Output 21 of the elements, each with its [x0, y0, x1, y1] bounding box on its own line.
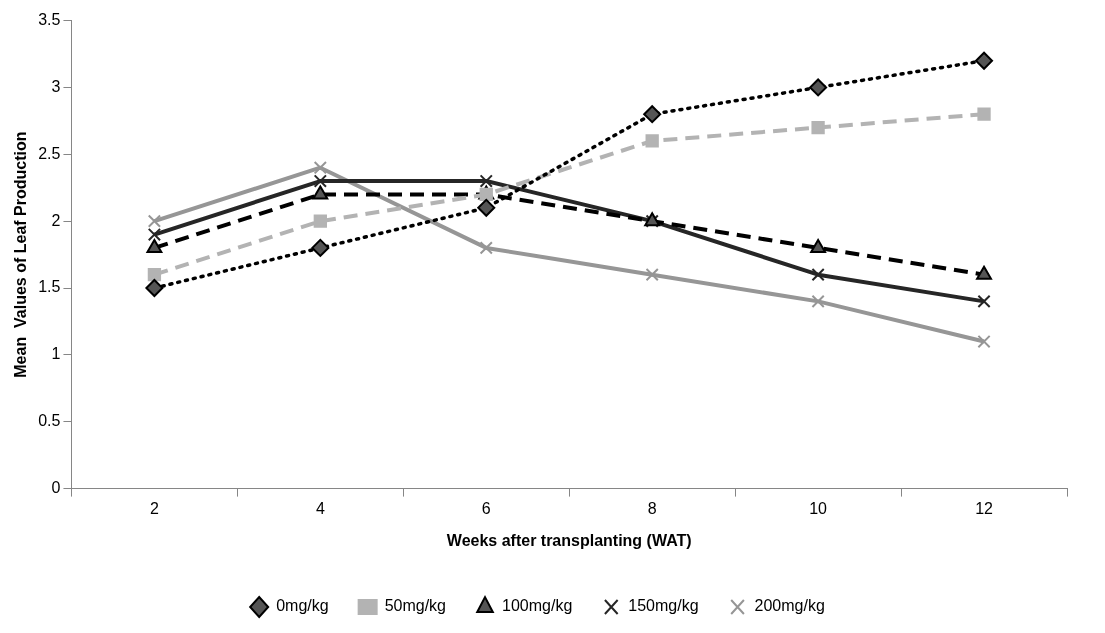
y-tick-label: 1 — [51, 345, 61, 363]
x-tick-label: 12 — [975, 499, 994, 517]
x-tick-label: 6 — [481, 499, 491, 517]
y-tick-label: 3.5 — [38, 11, 61, 29]
legend-label: 100mg/kg — [502, 597, 573, 615]
x-axis-title: Weeks after transplanting (WAT) — [446, 531, 692, 549]
y-tick-label: 2.5 — [38, 144, 61, 162]
y-tick-label: 3 — [51, 77, 61, 95]
x-tick-label: 2 — [149, 499, 159, 517]
legend-label: 50mg/kg — [384, 597, 447, 615]
y-axis-title: Mean Values of Leaf Production — [12, 131, 30, 378]
y-tick-label: 0 — [51, 479, 61, 497]
legend-label: 150mg/kg — [628, 597, 699, 615]
x-tick-label: 4 — [315, 499, 325, 517]
y-tick-label: 1.5 — [38, 278, 61, 296]
x-tick-label: 8 — [647, 499, 657, 517]
y-tick-label: 0.5 — [38, 412, 61, 430]
y-tick-label: 2 — [51, 211, 61, 229]
x-tick-label: 10 — [809, 499, 828, 517]
legend-label: 200mg/kg — [754, 597, 825, 615]
legend-label: 0mg/kg — [276, 597, 329, 615]
